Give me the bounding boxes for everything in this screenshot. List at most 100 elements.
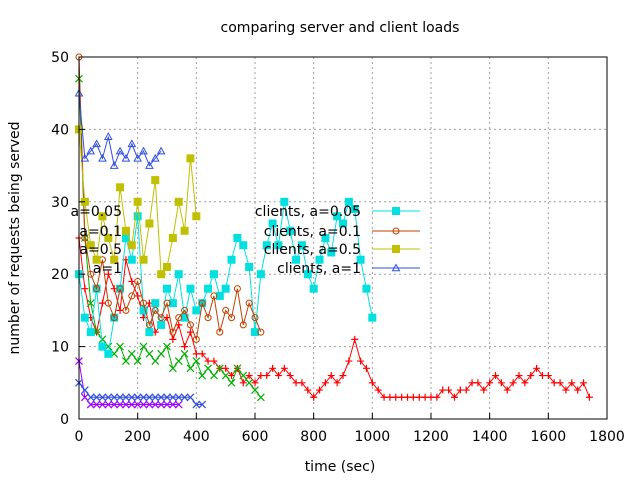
data-point bbox=[474, 379, 482, 387]
data-point bbox=[116, 285, 124, 293]
series-line bbox=[78, 360, 179, 406]
data-point bbox=[321, 234, 330, 242]
data-point bbox=[585, 393, 593, 401]
data-point bbox=[228, 314, 236, 322]
data-point bbox=[233, 285, 241, 293]
series-line bbox=[78, 382, 203, 406]
data-point bbox=[104, 349, 113, 358]
data-point bbox=[521, 379, 529, 387]
data-point bbox=[298, 379, 306, 387]
data-point bbox=[116, 342, 124, 351]
data-point bbox=[140, 299, 148, 307]
legend-marker bbox=[392, 207, 400, 215]
data-point bbox=[415, 393, 423, 401]
x-tick-label: 600 bbox=[242, 429, 269, 445]
data-point bbox=[116, 393, 124, 402]
data-point bbox=[145, 161, 154, 169]
data-point bbox=[121, 153, 131, 162]
data-point bbox=[562, 386, 570, 394]
data-point bbox=[251, 386, 259, 394]
data-point bbox=[150, 153, 160, 162]
data-point bbox=[368, 313, 377, 322]
legend-marker bbox=[392, 227, 400, 235]
series-1 bbox=[75, 74, 265, 402]
y-axis-title: number of requests being served bbox=[7, 121, 23, 354]
data-point bbox=[227, 255, 236, 264]
data-point bbox=[316, 386, 324, 394]
x-tick-label: 1800 bbox=[589, 429, 625, 445]
data-point bbox=[210, 371, 218, 380]
data-point bbox=[433, 393, 441, 401]
data-point bbox=[497, 379, 505, 387]
data-point bbox=[215, 364, 224, 373]
data-point bbox=[450, 393, 458, 401]
data-point bbox=[533, 364, 541, 372]
data-point bbox=[356, 255, 365, 264]
data-point bbox=[86, 400, 95, 409]
data-point bbox=[392, 393, 400, 401]
data-point bbox=[86, 241, 95, 250]
data-point bbox=[362, 364, 370, 372]
data-point bbox=[80, 313, 89, 322]
legend-label: clients, a=0.1 bbox=[264, 224, 361, 240]
data-point bbox=[92, 393, 101, 402]
data-point bbox=[151, 299, 160, 308]
data-point bbox=[186, 284, 195, 293]
data-point bbox=[374, 386, 382, 394]
data-point bbox=[280, 197, 289, 206]
data-point bbox=[104, 400, 113, 409]
series-group bbox=[74, 53, 593, 409]
data-point bbox=[269, 364, 277, 372]
data-point bbox=[310, 393, 318, 401]
data-point bbox=[168, 299, 177, 308]
data-point bbox=[351, 335, 359, 343]
plot-frame bbox=[78, 56, 608, 420]
data-point bbox=[139, 393, 148, 402]
data-point bbox=[192, 335, 200, 343]
legend-label-left: a=0.05 bbox=[71, 204, 122, 220]
legend-label: clients, a=0.5 bbox=[264, 242, 361, 258]
data-point bbox=[127, 393, 136, 402]
data-point bbox=[321, 379, 329, 387]
data-point bbox=[303, 270, 312, 279]
data-point bbox=[169, 335, 177, 343]
data-point bbox=[122, 306, 130, 314]
series-6 bbox=[75, 125, 201, 279]
data-point bbox=[357, 357, 365, 365]
data-point bbox=[163, 284, 171, 293]
series-0 bbox=[75, 234, 593, 401]
data-point bbox=[169, 328, 177, 336]
data-point bbox=[110, 255, 119, 264]
data-point bbox=[87, 270, 95, 278]
data-point bbox=[245, 299, 253, 307]
data-point bbox=[139, 400, 148, 409]
data-point bbox=[151, 176, 160, 185]
data-point bbox=[115, 146, 125, 155]
x-tick-label: 1200 bbox=[413, 429, 449, 445]
data-point bbox=[81, 234, 89, 242]
x-tick-label: 400 bbox=[183, 429, 210, 445]
data-point bbox=[174, 197, 183, 206]
data-point bbox=[181, 343, 189, 351]
data-point bbox=[116, 306, 124, 314]
data-point bbox=[181, 306, 189, 314]
data-point bbox=[550, 379, 558, 387]
data-point bbox=[145, 219, 154, 228]
data-point bbox=[110, 400, 119, 409]
data-point bbox=[192, 306, 201, 315]
data-point bbox=[128, 277, 136, 285]
data-point bbox=[256, 393, 265, 402]
data-point bbox=[98, 393, 107, 402]
data-point bbox=[127, 241, 136, 250]
data-point bbox=[427, 393, 435, 401]
data-point bbox=[127, 139, 137, 148]
data-point bbox=[192, 357, 201, 366]
data-point bbox=[245, 262, 254, 271]
y-tick-label: 10 bbox=[51, 340, 69, 356]
data-point bbox=[92, 139, 101, 148]
data-point bbox=[286, 372, 294, 380]
data-point bbox=[222, 306, 230, 314]
data-point bbox=[221, 284, 230, 293]
data-point bbox=[486, 379, 494, 387]
